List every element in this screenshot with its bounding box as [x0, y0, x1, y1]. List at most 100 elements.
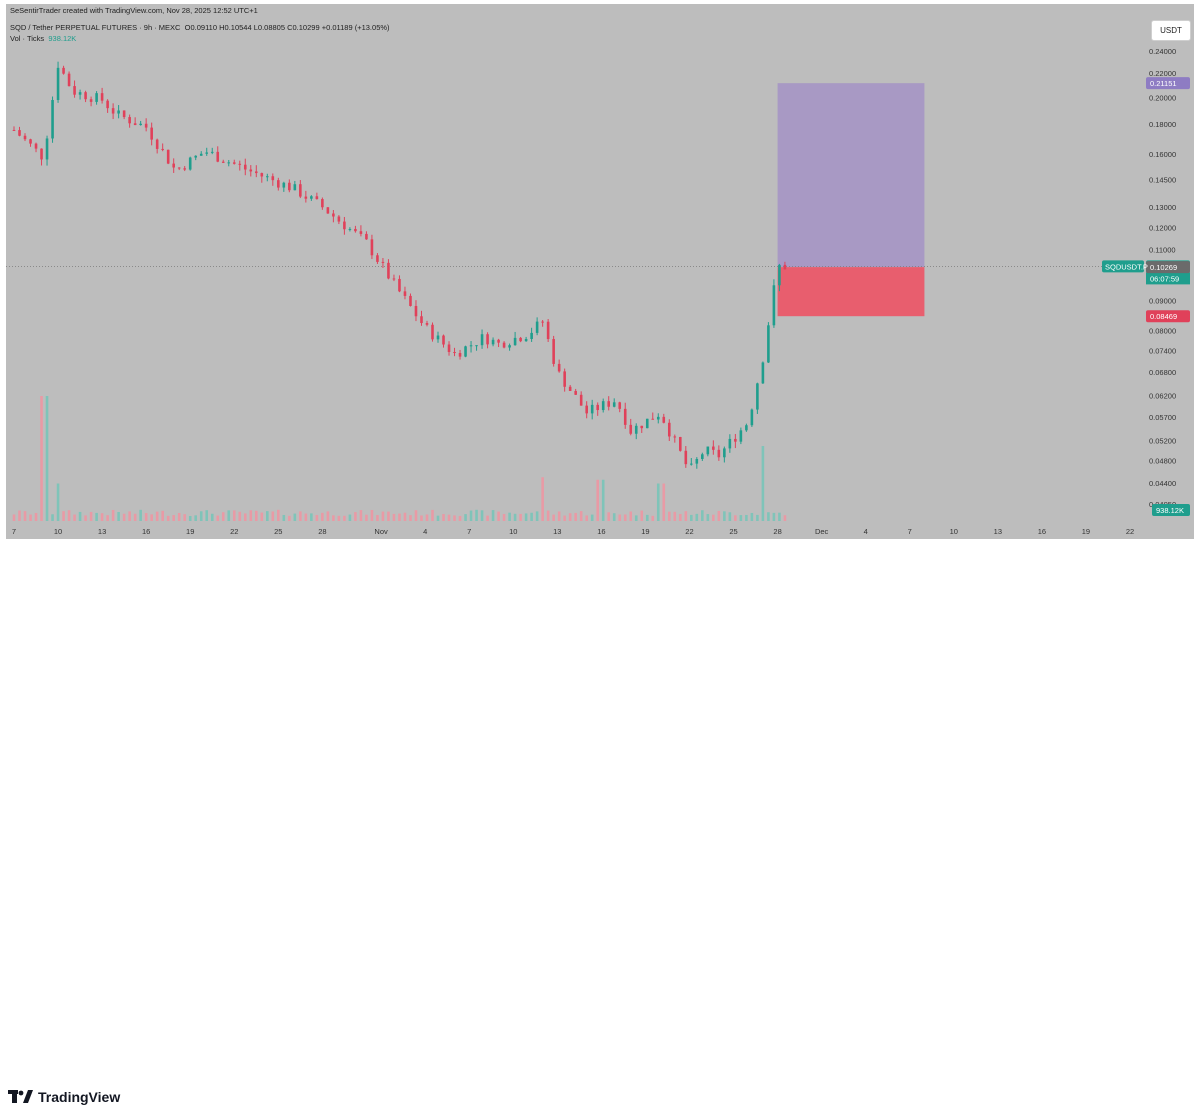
candle-body — [133, 123, 137, 126]
volume-bar — [381, 511, 385, 521]
candle-body — [409, 295, 412, 306]
volume-bar — [645, 514, 649, 521]
time-tick-label: 19 — [186, 527, 194, 536]
volume-bar — [701, 510, 704, 521]
candle-body — [216, 151, 220, 162]
volume-bar — [739, 515, 743, 521]
volume-bar — [277, 509, 280, 521]
candle-body — [40, 148, 43, 160]
candle-body — [491, 339, 495, 345]
volume-bar — [414, 510, 418, 521]
candle-body — [442, 335, 445, 345]
currency-button[interactable]: USDT — [1151, 20, 1191, 41]
price-tick-label: 0.06200 — [1149, 392, 1176, 401]
volume-bar — [111, 509, 115, 521]
volume-bar — [117, 511, 120, 521]
volume-bar — [640, 510, 644, 521]
volume-bar — [524, 513, 528, 521]
volume-bar — [706, 514, 710, 521]
volume-bar — [409, 515, 412, 521]
candle-body — [12, 129, 16, 131]
tradingview-logo[interactable]: TradingView — [8, 1089, 120, 1105]
candle-body — [458, 353, 462, 357]
volume-bar — [634, 515, 638, 521]
time-tick-label: 13 — [994, 527, 1002, 536]
volume-bar — [519, 513, 522, 521]
price-tick-label: 0.13000 — [1149, 203, 1176, 212]
candle-body — [563, 371, 566, 387]
volume-bar — [370, 509, 374, 521]
candle-body — [271, 176, 275, 181]
time-tick-label: Dec — [815, 527, 829, 536]
vol-label[interactable]: Vol · Ticks — [10, 34, 45, 43]
volume-bar — [376, 515, 379, 521]
volume-bar — [260, 512, 264, 521]
countdown-tag-bg — [1146, 272, 1190, 285]
volume-bar — [651, 515, 655, 521]
time-tick-label: 25 — [274, 527, 282, 536]
volume-bar — [767, 512, 770, 521]
volume-bar — [629, 511, 633, 521]
time-tick-label: 10 — [54, 527, 62, 536]
volume-bar — [238, 511, 242, 521]
price-tick-label: 0.16000 — [1149, 150, 1176, 159]
candle-body — [502, 342, 506, 348]
volume-bar — [199, 511, 203, 521]
volume-bar — [155, 511, 159, 521]
ohlc-readout: O0.09110 H0.10544 L0.08805 C0.10299 +0.0… — [184, 23, 390, 32]
candle-body — [541, 321, 544, 323]
candle-body — [67, 73, 71, 87]
candle-body — [166, 149, 170, 164]
candle-body — [778, 264, 781, 286]
candle-body — [365, 233, 368, 240]
volume-bar — [106, 515, 109, 521]
candle-body — [95, 93, 98, 102]
volume-bar — [756, 514, 759, 521]
volume-bar — [288, 515, 291, 521]
volume-bar — [34, 512, 38, 521]
candle-body — [359, 231, 363, 234]
candle-body — [508, 345, 511, 348]
volume-bar — [67, 510, 71, 521]
volume-bar — [304, 513, 308, 521]
symbol-line[interactable]: SQD / Tether PERPETUAL FUTURES · 9h · ME… — [10, 23, 181, 32]
position-stop-zone — [777, 267, 925, 317]
volume-bar — [745, 514, 748, 521]
chart-svg[interactable]: 0.24000 0.22000 0.20000 0.18000 0.16000 0.145… — [6, 4, 1194, 539]
candle-body — [607, 401, 611, 407]
candle-body — [194, 155, 198, 158]
volume-bar — [480, 510, 484, 521]
candle-body — [188, 157, 192, 170]
time-tick-label: 16 — [142, 527, 150, 536]
volume-bar — [249, 510, 253, 521]
time-tick-label: 7 — [12, 527, 16, 536]
chart-area[interactable]: 0.24000 0.22000 0.20000 0.18000 0.16000 0.145… — [6, 4, 1194, 539]
candle-body — [277, 180, 280, 188]
volume-bar — [458, 515, 462, 521]
candle-body — [601, 401, 605, 411]
volume-bar — [177, 512, 181, 521]
candle-body — [530, 332, 533, 339]
volume-bar — [750, 512, 754, 521]
candle-body — [667, 422, 671, 437]
chart-frame: 0.24000 0.22000 0.20000 0.18000 0.16000 0.145… — [0, 0, 1199, 541]
candle-body — [139, 123, 142, 126]
volume-bar — [590, 514, 594, 521]
candle-body — [629, 424, 633, 434]
volume-bar — [205, 510, 209, 521]
volume-bar — [557, 511, 561, 521]
symbol-tag: SQDUSDT.P — [1105, 262, 1148, 271]
time-tick-label: 16 — [1038, 527, 1046, 536]
candle-body — [651, 418, 655, 420]
volume-bar — [546, 510, 550, 521]
symbol-header: SQD / Tether PERPETUAL FUTURES · 9h · ME… — [10, 23, 390, 32]
volume-bar — [310, 513, 313, 521]
volume-tag: 938.12K — [1156, 506, 1184, 515]
candle-body — [728, 438, 732, 449]
volume-bar — [420, 515, 423, 521]
price-tick-label: 0.07400 — [1149, 347, 1176, 356]
time-tick-label: 22 — [230, 527, 238, 536]
price-tick-label: 0.08000 — [1149, 327, 1176, 336]
candle-body — [469, 345, 473, 347]
volume-bar — [51, 514, 54, 521]
